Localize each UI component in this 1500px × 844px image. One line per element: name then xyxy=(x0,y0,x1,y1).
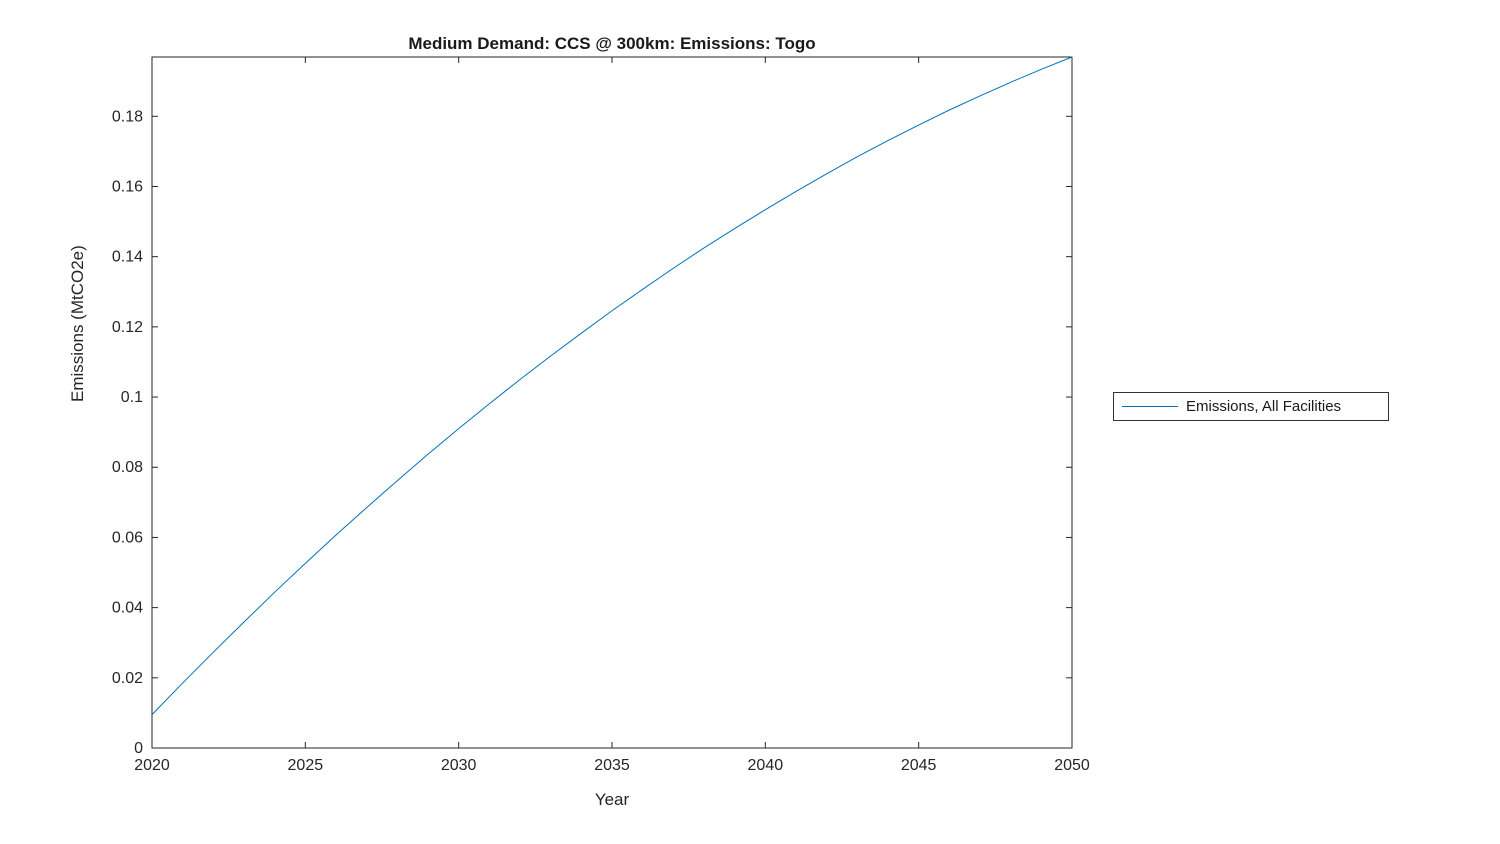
axes-box xyxy=(151,56,1073,749)
y-tick-label: 0 xyxy=(134,740,143,757)
y-tick-label: 0.16 xyxy=(112,178,143,195)
x-tick-label: 2040 xyxy=(748,757,784,774)
legend-line-sample-icon xyxy=(1122,406,1178,407)
y-tick-label: 0.02 xyxy=(112,670,143,687)
y-axis-label-text: Emissions (MtCO2e) xyxy=(68,245,87,402)
emissions-line xyxy=(151,56,1073,716)
x-tick-label: 2035 xyxy=(594,757,630,774)
legend-entry-label: Emissions, All Facilities xyxy=(1186,398,1342,415)
y-tick-label: 0.12 xyxy=(112,319,143,336)
x-tick-label: 2050 xyxy=(1054,757,1090,774)
x-tick-label: 2020 xyxy=(134,757,170,774)
x-tick-label: 2045 xyxy=(901,757,937,774)
y-tick-label: 0.1 xyxy=(121,389,143,406)
x-tick-label: 2025 xyxy=(288,757,324,774)
y-tick-label: 0.14 xyxy=(112,249,143,266)
y-tick-label: 0.04 xyxy=(112,600,143,617)
y-tick-label: 0.06 xyxy=(112,529,143,546)
x-axis-label: Year xyxy=(594,790,630,809)
y-tick-label: 0.18 xyxy=(112,108,143,125)
x-tick-label: 2030 xyxy=(441,757,477,774)
legend: Emissions, All Facilities xyxy=(1113,392,1389,421)
y-tick-label: 0.08 xyxy=(112,459,143,476)
chart-title: Medium Demand: CCS @ 300km: Emissions: T… xyxy=(408,34,816,53)
